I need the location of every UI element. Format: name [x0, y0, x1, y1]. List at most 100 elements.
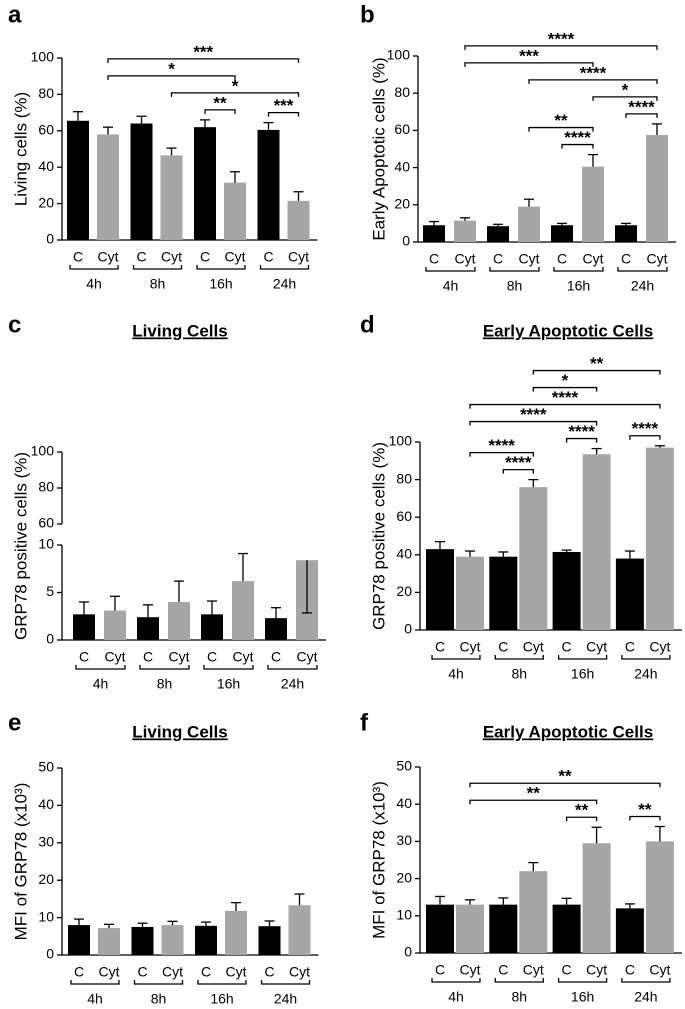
bar — [161, 925, 184, 955]
bar — [426, 904, 454, 953]
group-label: 24h — [631, 278, 654, 294]
bar — [67, 120, 89, 240]
bar — [582, 843, 611, 953]
x-tick-label: C — [562, 639, 572, 655]
significance-label: *** — [274, 96, 294, 115]
group-label: 24h — [634, 666, 657, 682]
panel-letter: d — [360, 311, 375, 338]
group-bracket — [489, 267, 540, 272]
y-axis-label: GRP78 positive cells (%) — [369, 442, 388, 630]
y-axis-label: MFI of GRP78 (x10³) — [11, 783, 30, 941]
bar — [160, 155, 183, 240]
x-tick-label: C — [435, 962, 445, 978]
significance-bracket — [502, 468, 534, 474]
x-tick-label: Cyt — [649, 639, 670, 655]
bar — [265, 618, 287, 640]
group-bracket — [197, 980, 247, 985]
y-tick-label: 20 — [396, 583, 412, 599]
x-tick-label: C — [201, 964, 211, 980]
group-label: 8h — [507, 278, 523, 294]
y-tick-label: 40 — [394, 158, 410, 174]
x-tick-label: C — [625, 639, 635, 655]
y-tick-label: 40 — [38, 158, 54, 174]
y-tick-label: 50 — [396, 758, 412, 774]
bar — [519, 871, 548, 953]
bar — [98, 928, 120, 955]
group-bracket — [267, 665, 318, 670]
x-tick-label: C — [73, 249, 83, 265]
bar — [615, 225, 637, 242]
x-tick-label: C — [200, 249, 210, 265]
x-tick-label: Cyt — [289, 964, 310, 980]
panel-letter: f — [360, 709, 369, 736]
bar — [615, 908, 644, 953]
panel-title: Living Cells — [132, 722, 227, 741]
x-tick-label: Cyt — [460, 962, 481, 978]
group-label: 8h — [151, 991, 167, 1007]
group-label: 16h — [210, 991, 233, 1007]
group-label: 4h — [443, 278, 459, 294]
x-tick-label: C — [271, 649, 281, 665]
x-tick-label: C — [557, 251, 567, 267]
y-tick-label: 20 — [38, 871, 54, 887]
x-tick-label: Cyt — [105, 649, 126, 665]
significance-label: * — [622, 80, 629, 99]
bar — [645, 447, 674, 630]
group-bracket — [557, 978, 608, 983]
x-tick-label: C — [498, 639, 508, 655]
bar — [68, 925, 90, 955]
y-tick-label: 10 — [396, 907, 412, 923]
group-bracket — [494, 655, 544, 660]
bar — [225, 910, 247, 955]
y-tick-label: 100 — [31, 49, 55, 65]
bar — [582, 166, 604, 242]
x-tick-label: C — [207, 649, 217, 665]
significance-bracket — [170, 92, 300, 97]
x-tick-label: C — [498, 962, 508, 978]
y-axis-label: Living cells (%) — [11, 92, 30, 206]
group-bracket — [133, 980, 184, 985]
panel-title: Living Cells — [132, 321, 227, 340]
group-bracket — [259, 265, 310, 270]
significance-label: *** — [519, 46, 539, 65]
y-tick-label: 0 — [402, 233, 410, 249]
y-tick-label: 30 — [396, 832, 412, 848]
y-tick-label: 10 — [38, 536, 54, 552]
panel-letter: a — [8, 1, 22, 28]
y-tick-label: 0 — [46, 946, 54, 962]
bar — [137, 617, 159, 640]
bar — [224, 182, 246, 240]
significance-label: * — [168, 59, 175, 78]
bar — [201, 614, 223, 640]
group-label: 16h — [567, 278, 590, 294]
panel-letter: e — [8, 709, 21, 736]
x-tick-label: Cyt — [647, 251, 668, 267]
y-tick-label: 80 — [38, 479, 54, 495]
group-bracket — [196, 265, 246, 270]
x-tick-label: Cyt — [288, 249, 309, 265]
significance-bracket — [532, 386, 598, 392]
significance-bracket — [532, 369, 661, 375]
y-tick-label: 40 — [396, 795, 412, 811]
x-tick-label: C — [143, 649, 153, 665]
group-bracket — [75, 665, 126, 670]
y-tick-label: 60 — [394, 121, 410, 137]
bar — [130, 123, 153, 240]
panel-title: Early Apoptotic Cells — [483, 321, 653, 340]
significance-bracket — [469, 799, 598, 805]
group-bracket — [70, 980, 120, 985]
significance-bracket — [565, 437, 598, 443]
significance-label: **** — [628, 97, 655, 116]
group-label: 8h — [157, 676, 173, 692]
panel-letter: b — [360, 1, 375, 28]
x-tick-label: Cyt — [226, 964, 247, 980]
x-tick-label: Cyt — [98, 249, 119, 265]
x-tick-label: Cyt — [523, 639, 544, 655]
x-tick-label: C — [493, 251, 503, 267]
group-bracket — [260, 980, 311, 985]
group-label: 4h — [93, 676, 109, 692]
bar — [194, 127, 216, 240]
y-tick-label: 0 — [404, 621, 412, 637]
x-tick-label: Cyt — [586, 962, 607, 978]
group-label: 8h — [512, 989, 528, 1005]
